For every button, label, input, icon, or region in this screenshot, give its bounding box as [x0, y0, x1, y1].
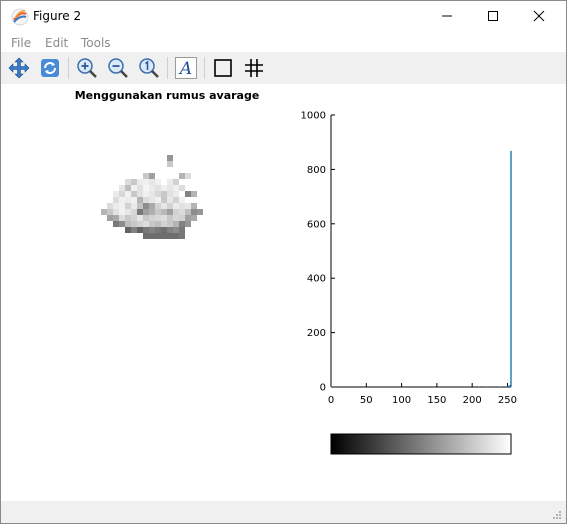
- y-tick-label: 800: [307, 165, 326, 176]
- square-icon: [212, 57, 234, 79]
- y-tick-label: 600: [307, 219, 326, 230]
- image-pixel: [191, 215, 197, 221]
- image-pixel: [167, 161, 173, 167]
- image-pixel: [179, 233, 185, 239]
- maximize-icon: [487, 10, 499, 22]
- octave-app-icon: [11, 8, 29, 26]
- grid-icon: [243, 57, 265, 79]
- toolbar-separator: [167, 57, 168, 79]
- zoom-out-button[interactable]: [105, 55, 131, 81]
- svg-text:A: A: [178, 59, 192, 79]
- grayscale-colorbar: [331, 434, 511, 454]
- image-pixel: [191, 191, 197, 197]
- zoom-one-icon: [138, 57, 160, 79]
- x-tick-label: 200: [463, 395, 482, 406]
- image-pixel: [185, 173, 191, 179]
- pan-button[interactable]: [6, 55, 32, 81]
- pan-arrows-icon: [8, 57, 30, 79]
- menu-bar: File Edit Tools: [1, 32, 566, 52]
- y-tick-label: 0: [320, 383, 326, 394]
- zoom-reset-button[interactable]: [136, 55, 162, 81]
- resize-grip-icon[interactable]: [552, 510, 562, 520]
- menu-edit[interactable]: Edit: [45, 36, 68, 50]
- zoom-in-button[interactable]: [74, 55, 100, 81]
- toolbar: A: [1, 52, 566, 84]
- grid-button[interactable]: [241, 55, 267, 81]
- y-tick-label: 400: [307, 274, 326, 285]
- grayscale-image: [101, 141, 229, 269]
- toolbar-separator: [68, 57, 69, 79]
- status-bar: [1, 501, 566, 523]
- x-tick-label: 50: [360, 395, 373, 406]
- close-button[interactable]: [516, 1, 562, 31]
- y-tick-label: 1000: [301, 111, 326, 122]
- text-a-icon: A: [175, 57, 197, 79]
- toolbar-separator: [204, 57, 205, 79]
- minimize-icon: [441, 10, 453, 22]
- zoom-in-icon: [76, 57, 98, 79]
- title-bar[interactable]: Figure 2: [1, 1, 566, 32]
- rotate-button[interactable]: [37, 55, 63, 81]
- histogram-axes: 0 200 400 600 800 1000 0 50 100 150 200 250: [296, 106, 526, 466]
- rotate-icon: [39, 57, 61, 79]
- close-icon: [533, 10, 545, 22]
- y-tick-label: 200: [307, 328, 326, 339]
- window-title: Figure 2: [33, 9, 81, 23]
- menu-tools[interactable]: Tools: [81, 36, 111, 50]
- image-title: Menggunakan rumus avarage: [67, 89, 267, 102]
- image-pixel: [197, 209, 203, 215]
- x-tick-label: 150: [427, 395, 446, 406]
- menu-file[interactable]: File: [11, 36, 31, 50]
- x-tick-label: 100: [392, 395, 411, 406]
- x-tick-label: 0: [328, 395, 334, 406]
- x-tick-label: 250: [498, 395, 517, 406]
- minimize-button[interactable]: [424, 1, 470, 31]
- image-pixel: [185, 221, 191, 227]
- text-button[interactable]: A: [173, 55, 199, 81]
- zoom-out-icon: [107, 57, 129, 79]
- maximize-button[interactable]: [470, 1, 516, 31]
- axes-box-button[interactable]: [210, 55, 236, 81]
